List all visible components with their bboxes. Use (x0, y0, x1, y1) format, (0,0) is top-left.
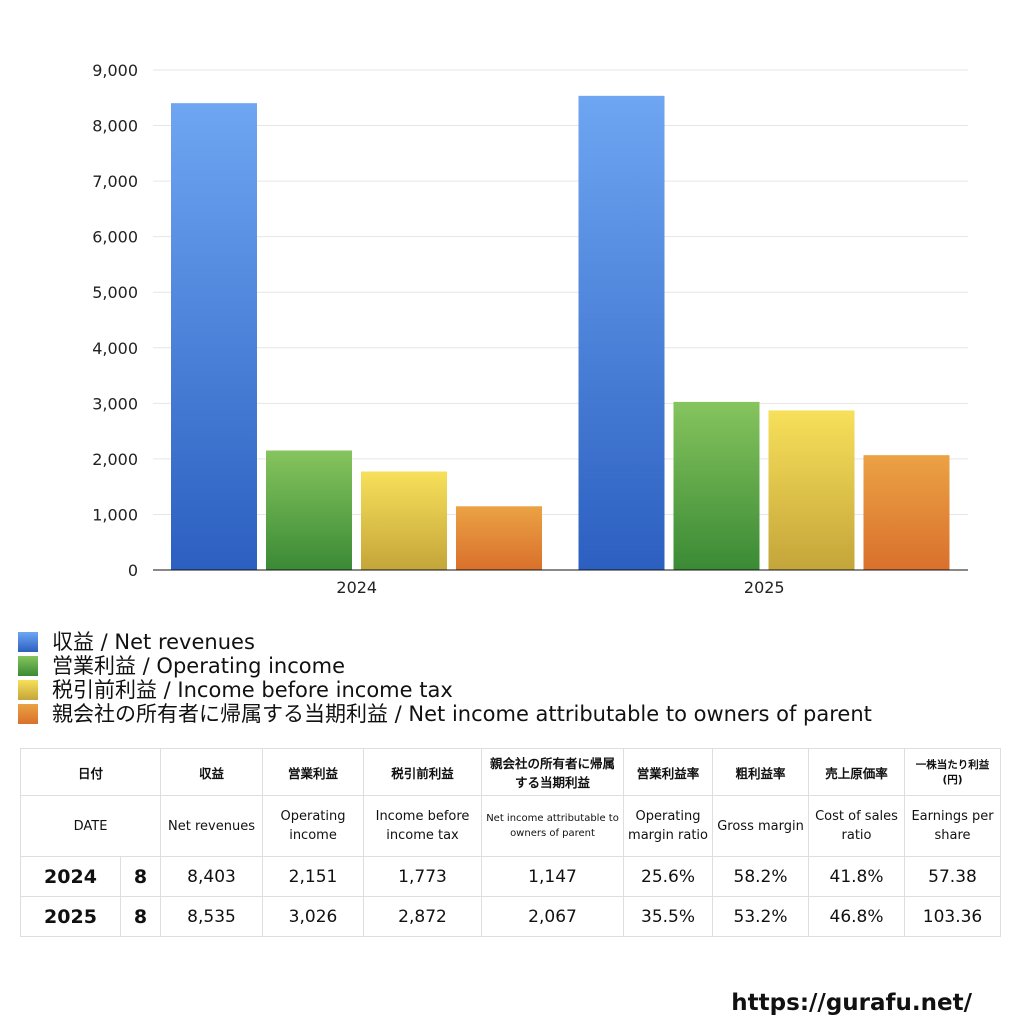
legend-swatch (18, 632, 38, 652)
legend-item: 収益 / Net revenues (18, 630, 872, 654)
legend-item: 親会社の所有者に帰属する当期利益 / Net income attributab… (18, 702, 872, 726)
x-tick-label: 2025 (744, 578, 785, 597)
chart-legend: 収益 / Net revenues 営業利益 / Operating income… (18, 630, 872, 726)
y-axis-ticks: 0 1,000 2,000 3,000 4,000 5,000 6,000 7,000 8,00… (92, 61, 138, 580)
bar (578, 95, 665, 570)
legend-label: 営業利益 / Operating income (52, 654, 346, 678)
legend-label: 親会社の所有者に帰属する当期利益 / Net income attributab… (52, 702, 872, 726)
y-tick-label: 2,000 (92, 450, 138, 469)
header-operating-income-jp: 営業利益 (262, 748, 365, 796)
cell-net-income: 1,147 (481, 856, 625, 897)
y-tick-label: 8,000 (92, 117, 138, 136)
header-operating-margin-jp: 営業利益率 (623, 748, 714, 796)
header-date-jp: 日付 (19, 748, 162, 796)
legend-item: 税引前利益 / Income before income tax (18, 678, 872, 702)
cell-income-before-tax: 2,872 (363, 896, 483, 937)
bar (863, 455, 950, 570)
header-date-en: DATE (19, 795, 162, 857)
x-axis-ticks: 2024 2025 (336, 578, 784, 597)
cell-operating-margin: 35.5% (623, 896, 714, 937)
header-income-before-tax-jp: 税引前利益 (363, 748, 483, 796)
cell-gross-margin: 58.2% (712, 856, 810, 897)
bar (266, 450, 352, 570)
header-net-revenues-en: Net revenues (160, 795, 264, 857)
header-cost-of-sales-jp: 売上原価率 (808, 748, 906, 796)
cell-eps: 103.36 (904, 896, 1002, 937)
header-eps-en: Earnings per share (904, 795, 1002, 857)
header-net-income-jp: 親会社の所有者に帰属する当期利益 (481, 748, 625, 796)
y-tick-label: 7,000 (92, 172, 138, 191)
legend-item: 営業利益 / Operating income (18, 654, 872, 678)
cell-operating-income: 2,151 (262, 856, 365, 897)
cell-operating-income: 3,026 (262, 896, 365, 937)
legend-label: 収益 / Net revenues (52, 630, 255, 654)
bar (171, 103, 257, 571)
site-url[interactable]: https://gurafu.net/ (731, 990, 972, 1016)
y-tick-label: 1,000 (92, 505, 138, 524)
cell-net-income: 2,067 (481, 896, 625, 937)
bar-chart: 0 1,000 2,000 3,000 4,000 5,000 6,000 7,000 8,00… (92, 61, 968, 597)
cell-year: 2024 (20, 856, 121, 897)
financial-table: 日付 収益 営業利益 税引前利益 親会社の所有者に帰属する当期利益 営業利益率 … (19, 748, 1002, 937)
cell-net-revenues: 8,403 (160, 856, 264, 897)
y-tick-label: 6,000 (92, 228, 138, 247)
header-operating-income-en: Operating income (262, 795, 365, 857)
cell-month: 8 (119, 856, 162, 897)
y-tick-label: 5,000 (92, 283, 138, 302)
table-header-en: DATE Net revenues Operating income Incom… (19, 795, 1002, 857)
bar (361, 471, 447, 570)
legend-label: 税引前利益 / Income before income tax (52, 678, 453, 702)
cell-year: 2025 (20, 896, 121, 937)
table-row: 2024 8 8,403 2,151 1,773 1,147 25.6% 58.… (20, 856, 1002, 897)
legend-swatch (18, 704, 38, 724)
bar (456, 506, 542, 570)
header-income-before-tax-en: Income before income tax (363, 795, 483, 857)
bar (673, 401, 760, 570)
y-tick-label: 0 (128, 561, 138, 580)
bar (768, 410, 855, 570)
cell-cost-of-sales: 46.8% (808, 896, 906, 937)
y-tick-label: 4,000 (92, 339, 138, 358)
header-gross-margin-en: Gross margin (712, 795, 810, 857)
header-eps-jp: 一株当たり利益(円) (904, 748, 1002, 796)
y-tick-label: 3,000 (92, 394, 138, 413)
header-gross-margin-jp: 粗利益率 (712, 748, 810, 796)
cell-gross-margin: 53.2% (712, 896, 810, 937)
table-row: 2025 8 8,535 3,026 2,872 2,067 35.5% 53.… (20, 896, 1002, 937)
header-operating-margin-en: Operating margin ratio (623, 795, 714, 857)
x-tick-label: 2024 (336, 578, 377, 597)
legend-swatch (18, 656, 38, 676)
legend-swatch (18, 680, 38, 700)
header-cost-of-sales-en: Cost of sales ratio (808, 795, 906, 857)
cell-month: 8 (119, 896, 162, 937)
y-tick-label: 9,000 (92, 61, 138, 80)
bars (171, 95, 950, 571)
cell-income-before-tax: 1,773 (363, 856, 483, 897)
table-header-jp: 日付 収益 営業利益 税引前利益 親会社の所有者に帰属する当期利益 営業利益率 … (19, 748, 1002, 796)
header-net-income-en: Net income attributable to owners of par… (481, 795, 625, 857)
cell-cost-of-sales: 41.8% (808, 856, 906, 897)
cell-net-revenues: 8,535 (160, 896, 264, 937)
header-net-revenues-jp: 収益 (160, 748, 264, 796)
cell-eps: 57.38 (904, 856, 1002, 897)
cell-operating-margin: 25.6% (623, 856, 714, 897)
